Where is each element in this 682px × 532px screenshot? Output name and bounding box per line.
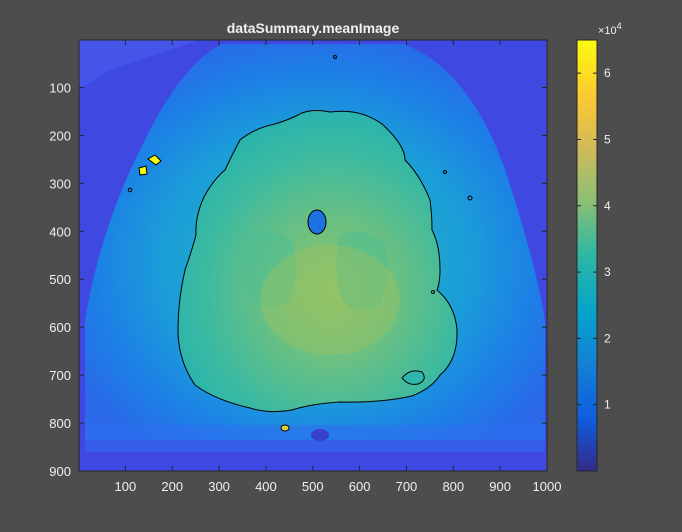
chart-title: dataSummary.meanImage	[227, 20, 400, 36]
image-axes	[79, 40, 547, 471]
x-tick-label: 300	[208, 479, 230, 494]
central-dark-spot	[307, 209, 327, 235]
colorbar-tick-label: 3	[604, 265, 611, 279]
x-tick-label: 600	[349, 479, 371, 494]
y-tick-label: 900	[49, 464, 71, 479]
small-contour-right	[401, 370, 425, 385]
contour-dot-4	[431, 290, 435, 294]
y-tick-label: 700	[49, 368, 71, 383]
ventricle-right	[336, 231, 388, 311]
x-tick-label: 100	[115, 479, 137, 494]
colorbar-tick-label: 5	[604, 132, 611, 146]
y-axis-ticks: 100 200 300 400 500 600 700 800 900	[49, 80, 547, 479]
colorbar-tick-label: 2	[604, 331, 611, 345]
contour-dot-1	[127, 187, 133, 193]
brain-outline-contour	[177, 110, 458, 413]
y-tick-label: 200	[49, 128, 71, 143]
colorbar-exponent-base: ×10	[598, 25, 617, 37]
background-streak	[79, 40, 200, 90]
x-tick-label: 700	[396, 479, 418, 494]
saturated-spot-1	[147, 154, 162, 166]
x-tick-label: 900	[489, 479, 511, 494]
x-tick-label: 1000	[533, 479, 562, 494]
colorbar-tick-label: 6	[604, 66, 611, 80]
colorbar	[576, 39, 598, 472]
colorbar-exponent: ×104	[598, 21, 622, 37]
contour-dot-3	[443, 170, 447, 174]
y-tick-label: 600	[49, 320, 71, 335]
contour-dot-5	[333, 55, 337, 59]
dark-spot-bottom	[311, 429, 329, 441]
colorbar-tick-label: 4	[604, 199, 611, 213]
x-tick-label: 200	[161, 479, 183, 494]
brain-highlight	[260, 245, 400, 355]
colorbar-ticks: 1 2 3 4 5 6	[577, 66, 611, 412]
colorbar-tick-label: 1	[604, 398, 611, 412]
saturated-spot-2	[138, 165, 148, 176]
saturated-spot-3	[280, 424, 290, 432]
contour-dot-2	[467, 195, 473, 201]
x-axis-ticks: 100 200 300 400 500 600 700 800 900 1000	[115, 40, 562, 494]
y-tick-label: 500	[49, 272, 71, 287]
ventricle-left	[244, 231, 296, 308]
y-tick-label: 300	[49, 176, 71, 191]
y-tick-label: 400	[49, 224, 71, 239]
x-tick-label: 400	[255, 479, 277, 494]
x-tick-label: 800	[442, 479, 464, 494]
colorbar-exponent-power: 4	[617, 21, 622, 31]
y-tick-label: 800	[49, 416, 71, 431]
y-tick-label: 100	[49, 80, 71, 95]
x-tick-label: 500	[302, 479, 324, 494]
